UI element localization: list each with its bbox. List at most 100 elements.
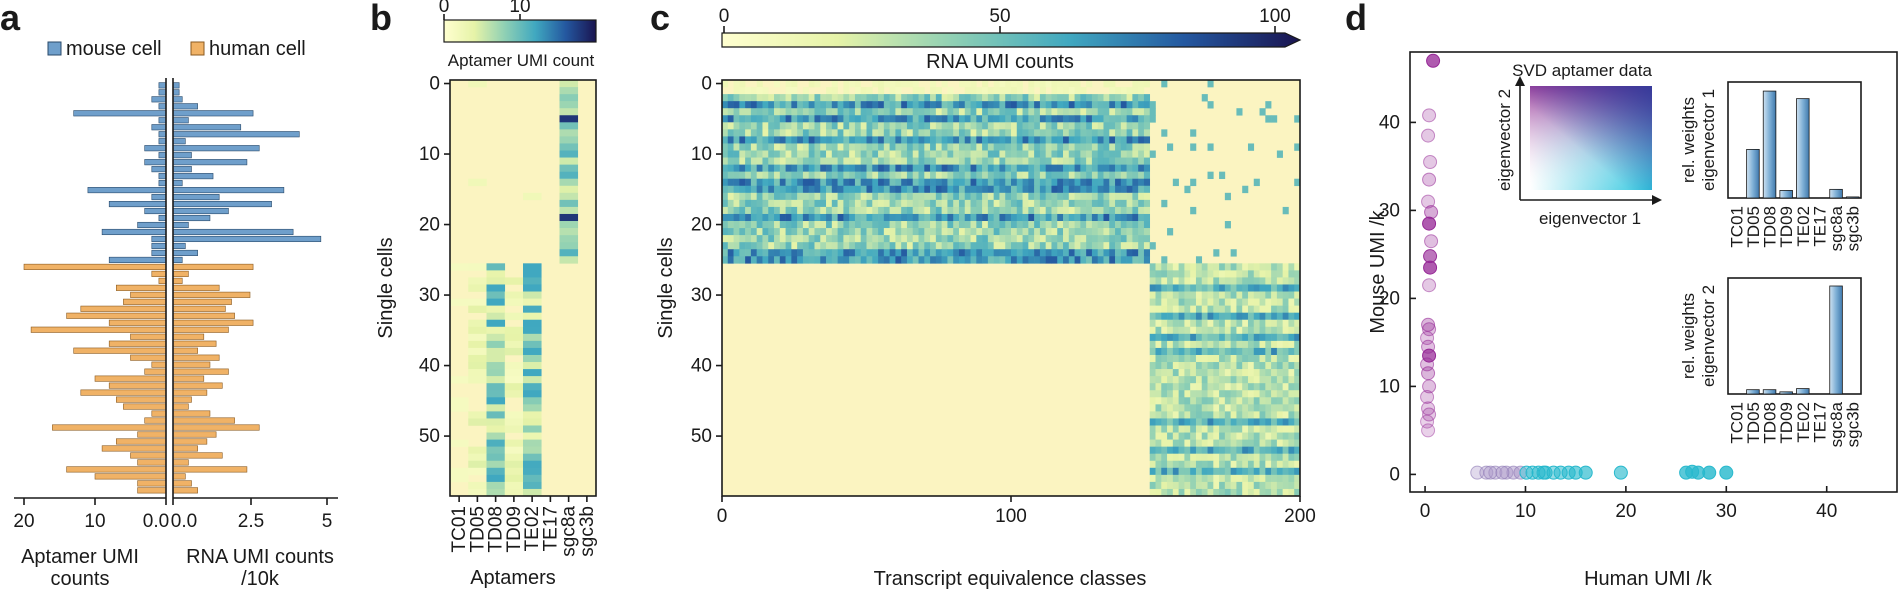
c-heatmap-cell: [889, 249, 896, 257]
c-heatmap-cell: [1172, 312, 1179, 321]
c-heatmap-cell: [1074, 150, 1081, 158]
c-heatmap-cell: [1259, 298, 1266, 306]
c-heatmap-cell: [1265, 101, 1272, 109]
mouse-cell-point: [1421, 128, 1436, 143]
c-heatmap-cell: [878, 150, 885, 158]
c-heatmap-cell: [941, 185, 948, 194]
c-heatmap-cell: [1213, 488, 1220, 497]
c-heatmap-cell: [1149, 326, 1156, 335]
c-heatmap-cell: [1247, 467, 1255, 476]
c-heatmap-cell: [1172, 446, 1179, 454]
c-heatmap-cell: [970, 108, 977, 116]
c-heatmap-cell: [930, 235, 937, 243]
c-heatmap-cell: [756, 101, 763, 109]
c-heatmap-cell: [1271, 369, 1278, 377]
c-heatmap-cell: [941, 101, 948, 109]
c-heatmap-cell: [785, 206, 792, 215]
c-heatmap-cell: [1086, 122, 1093, 130]
c-heatmap-cell: [866, 256, 873, 264]
c-heatmap-cell: [1190, 439, 1197, 447]
c-heatmap-cell: [1080, 192, 1087, 201]
c-heatmap-cell: [785, 87, 792, 95]
c-heatmap-cell: [1288, 446, 1295, 454]
c-heatmap-cell: [1149, 150, 1156, 158]
c-heatmap-cell: [1091, 185, 1098, 194]
c-heatmap-cell: [1132, 122, 1139, 130]
c-heatmap-cell: [1103, 171, 1110, 180]
c-heatmap-cell: [1207, 277, 1214, 285]
c-heatmap-cell: [831, 185, 838, 194]
c-heatmap-cell: [727, 108, 734, 116]
c-heatmap-cell: [1080, 213, 1087, 222]
c-heatmap-cell: [808, 256, 815, 264]
c-heatmap-cell: [739, 108, 746, 116]
c-heatmap-cell: [1011, 235, 1018, 243]
c-heatmap-cell: [1068, 136, 1075, 144]
c-heatmap-cell: [745, 136, 752, 144]
c-heatmap-cell: [1005, 213, 1012, 222]
c-heatmap-cell: [970, 242, 977, 250]
c-heatmap-cell: [837, 108, 844, 116]
inset-svd-title: SVD aptamer data: [1512, 61, 1652, 80]
c-heatmap-cell: [947, 199, 954, 208]
c-heatmap-cell: [947, 206, 954, 215]
c-heatmap-cell: [1288, 439, 1295, 447]
c-heatmap-cell: [762, 108, 769, 116]
c-heatmap-cell: [1190, 369, 1197, 377]
b-heatmap-cell: [486, 488, 506, 497]
c-heatmap-cell: [739, 171, 746, 180]
c-heatmap-cell: [1115, 242, 1122, 250]
mouse-cell-point: [1424, 205, 1439, 220]
c-heatmap-cell: [976, 171, 983, 180]
c-heatmap-cell: [1224, 340, 1231, 349]
c-heatmap-cell: [1172, 418, 1179, 426]
c-heatmap-cell: [1172, 383, 1179, 391]
c-heatmap-cell: [1247, 354, 1255, 363]
b-heatmap-cell: [468, 411, 487, 419]
b-heatmap-cell: [504, 446, 524, 454]
human-cell-point: [1702, 465, 1717, 480]
c-heatmap-cell: [1288, 425, 1295, 433]
c-heatmap-cell: [1074, 192, 1081, 201]
c-heatmap-cell: [1178, 418, 1185, 426]
rna-bar: [172, 361, 211, 368]
c-heatmap-cell: [930, 249, 937, 257]
c-heatmap-cell: [1288, 284, 1295, 292]
aptamer-bar: [108, 340, 167, 347]
c-heatmap-cell: [1172, 263, 1179, 271]
c-heatmap-cell: [878, 108, 885, 116]
c-heatmap-cell: [1051, 150, 1058, 158]
c-colorbar-tick-0: 0: [719, 6, 730, 27]
c-heatmap-cell: [1230, 369, 1237, 377]
c-heatmap-cell: [1207, 284, 1214, 292]
c-heatmap-cell: [976, 199, 983, 208]
c-heatmap-cell: [1074, 171, 1081, 180]
b-heatmap-cell: [559, 157, 579, 165]
c-heatmap-cell: [1167, 284, 1174, 292]
c-heatmap-cell: [964, 157, 971, 165]
c-heatmap-cell: [791, 101, 798, 109]
c-heatmap-cell: [1034, 256, 1041, 264]
c-heatmap-cell: [768, 185, 775, 194]
c-heatmap-cell: [837, 185, 844, 194]
c-heatmap-cell: [1271, 411, 1278, 419]
c-heatmap-cell: [1149, 277, 1156, 285]
c-heatmap-cell: [820, 199, 827, 208]
c-heatmap-cell: [866, 206, 873, 215]
c-heatmap-cell: [901, 80, 908, 88]
c-heatmap-cell: [947, 235, 954, 243]
c-heatmap-cell: [808, 235, 815, 243]
c-heatmap-cell: [1143, 199, 1151, 208]
c-heatmap-cell: [745, 178, 752, 187]
c-heatmap-cell: [1207, 326, 1214, 335]
c-heatmap-cell: [1143, 94, 1151, 102]
c-heatmap-cell: [1028, 235, 1035, 243]
c-heatmap-cell: [1126, 150, 1133, 158]
b-xtick-TE02: TE02: [522, 506, 543, 551]
c-heatmap-cell: [1063, 143, 1070, 151]
c-heatmap-cell: [774, 136, 781, 144]
c-heatmap-cell: [1115, 256, 1122, 264]
c-heatmap-cell: [1294, 446, 1301, 454]
c-heatmap-cell: [791, 87, 798, 95]
c-heatmap-cell: [1109, 178, 1116, 187]
